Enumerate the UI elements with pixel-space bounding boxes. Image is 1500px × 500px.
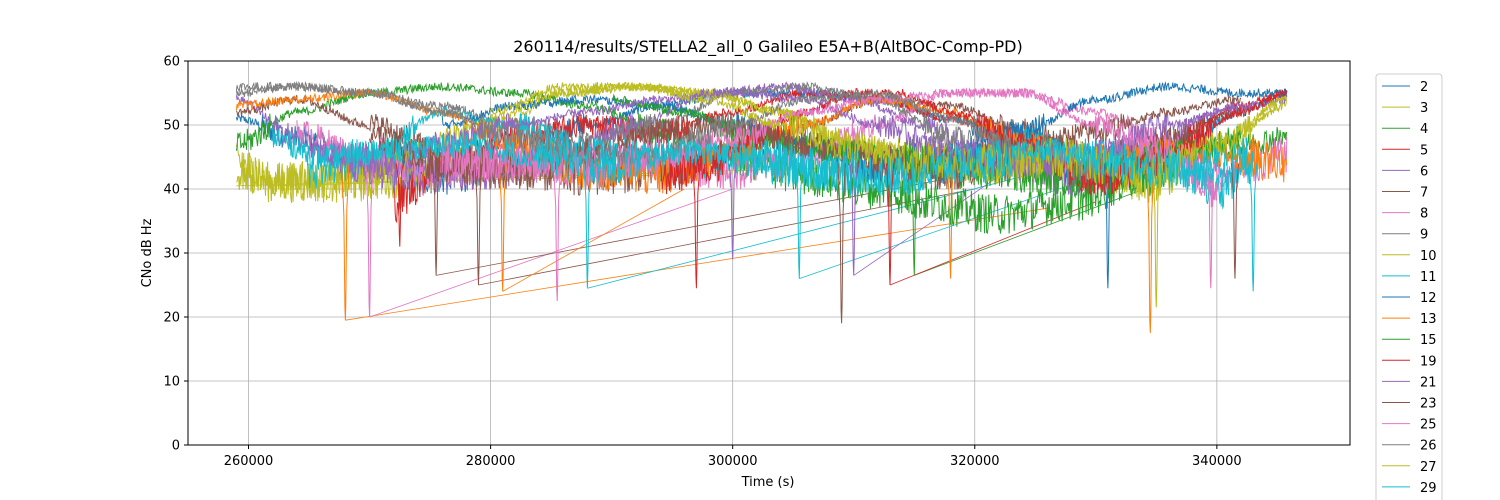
legend-label-8: 8 [1420,207,1428,222]
y-tick-label: 10 [163,375,180,390]
y-axis: 0 10 20 30 40 50 60 [163,55,188,454]
legend-label-13: 13 [1420,312,1437,327]
legend-label-3: 3 [1420,101,1428,116]
signal-dip-mark [553,163,562,302]
legend-box [1375,73,1443,500]
legend-label-5: 5 [1420,143,1428,158]
legend-label-21: 21 [1420,375,1437,390]
signal-dip-mark [1206,163,1215,289]
signal-dip-mark [583,163,592,289]
signal-dip-mark [341,163,350,321]
series-line-10 [236,82,1000,202]
legend-label-12: 12 [1420,291,1437,306]
signal-dip-mark [432,163,441,276]
x-tick-label: 260000 [224,454,274,469]
legend-label-27: 27 [1420,460,1437,475]
series-line-26 [235,80,1097,186]
series-line-4 [235,82,1288,235]
signal-dip-mark [885,163,895,286]
signal-dip-mark [728,163,737,260]
legend-label-26: 26 [1420,439,1437,454]
signal-dip-mark [498,163,507,292]
signal-dip-mark [910,163,919,276]
gap-connector-line [587,175,1024,289]
gap-connector-line [502,188,685,292]
signal-dip-mark [849,163,858,276]
y-tick-label: 30 [163,247,180,262]
x-tick-label: 300000 [708,454,758,469]
signal-dip-mark [1103,163,1112,289]
legend-label-23: 23 [1420,397,1437,412]
plot-series-group [235,80,1288,334]
signal-dip-mark [395,163,404,247]
legend-label-7: 7 [1420,186,1428,201]
signal-dip-mark [837,163,846,324]
signal-dip-mark [692,163,701,289]
legend-label-2: 2 [1420,80,1428,95]
series-line-29 [272,127,1254,196]
legend-label-29: 29 [1420,481,1437,496]
gap-connector-line [853,175,1000,276]
legend-label-25: 25 [1420,418,1437,433]
x-axis: 260000 280000 300000 320000 340000 [224,445,1242,469]
gap-connector-line [478,188,975,286]
legend-label-19: 19 [1420,354,1437,369]
legend-label-11: 11 [1420,270,1437,285]
signal-dip-mark [795,163,804,279]
x-axis-title: Time (s) [741,475,795,490]
x-tick-label: 320000 [950,454,1000,469]
legend-label-4: 4 [1420,122,1428,137]
legend-label-6: 6 [1420,164,1428,179]
legend-label-9: 9 [1420,228,1428,243]
series-line-25 [441,87,1217,208]
signal-dip-mark [1146,163,1155,334]
signal-dip-mark [946,163,955,279]
y-axis-title: CNo dB Hz [140,218,155,287]
signal-dip-mark [1249,163,1258,292]
legend-label-10: 10 [1420,249,1437,264]
gap-connector-line [345,207,1048,321]
signal-dip-mark [1152,163,1161,308]
signal-dip-mark [365,163,374,318]
gap-connector-line [369,188,733,318]
signal-dip-mark [1230,163,1240,279]
y-tick-label: 50 [163,119,180,134]
y-tick-label: 40 [163,183,180,198]
y-tick-label: 20 [163,311,180,326]
x-tick-label: 340000 [1192,454,1242,469]
y-tick-label: 60 [163,55,180,70]
x-tick-label: 280000 [466,454,516,469]
legend-label-15: 15 [1420,333,1437,348]
chart-title: 260114/results/STELLA2_all_0 Galileo E5A… [513,37,1022,57]
signal-dip-mark [474,163,483,286]
y-tick-label: 0 [172,439,180,454]
